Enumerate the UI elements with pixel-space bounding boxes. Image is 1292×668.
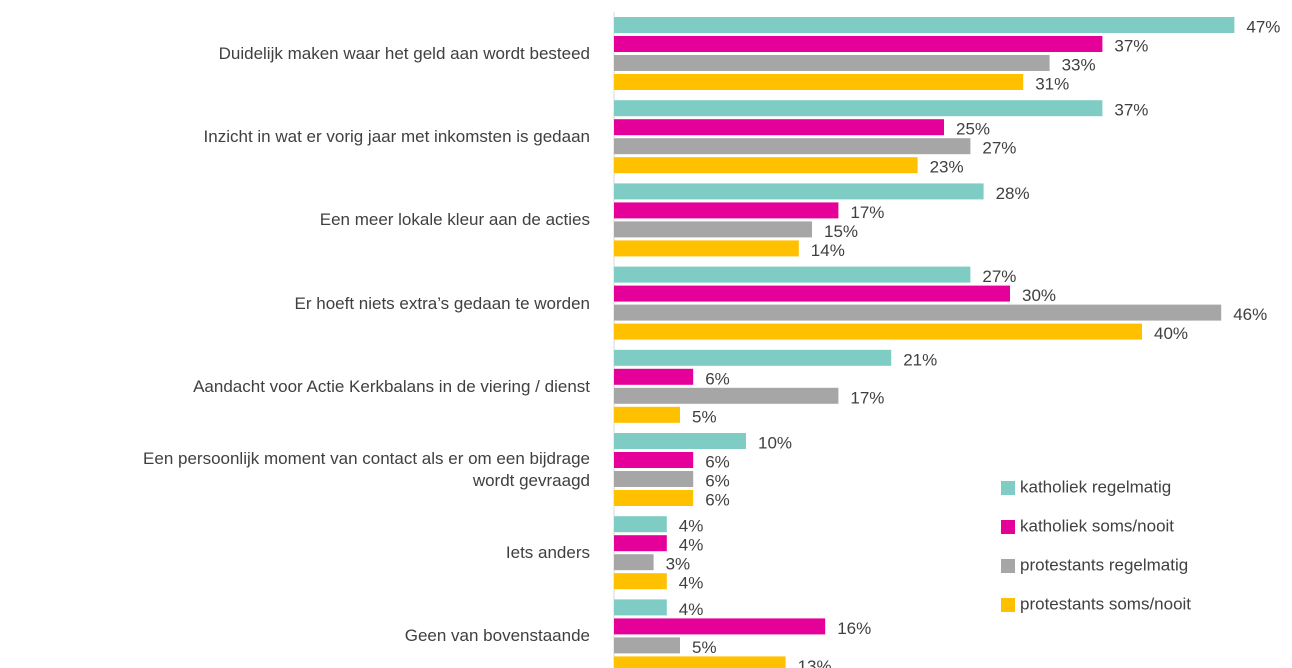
- value-label: 33%: [1062, 55, 1096, 74]
- value-label: 28%: [996, 184, 1030, 203]
- value-label: 5%: [692, 407, 717, 426]
- value-label: 4%: [679, 536, 704, 555]
- bar: [614, 535, 667, 552]
- bar: [614, 36, 1103, 52]
- value-label: 25%: [956, 120, 990, 139]
- value-label: 17%: [850, 203, 884, 222]
- bar: [614, 573, 667, 590]
- legend-swatch: [1001, 520, 1015, 534]
- value-label: 6%: [705, 452, 730, 471]
- category-label: Duidelijk maken waar het geld aan wordt …: [218, 44, 590, 63]
- bar: [614, 266, 971, 283]
- bar: [614, 240, 799, 257]
- bar: [614, 323, 1142, 340]
- value-label: 6%: [705, 490, 730, 509]
- value-label: 4%: [679, 574, 704, 593]
- bar: [614, 368, 694, 385]
- value-label: 14%: [811, 241, 845, 260]
- bar: [614, 387, 839, 404]
- value-label: 4%: [679, 517, 704, 536]
- bar: [614, 74, 1024, 90]
- bar: [614, 138, 971, 155]
- value-label: 40%: [1154, 324, 1188, 343]
- bar: [614, 554, 654, 571]
- bar: [614, 349, 892, 366]
- bar: [614, 221, 812, 238]
- value-label: 13%: [798, 657, 832, 668]
- category-label: Aandacht voor Actie Kerkbalans in de vie…: [193, 376, 590, 396]
- value-label: 46%: [1233, 305, 1267, 324]
- value-label: 27%: [982, 139, 1016, 158]
- bar: [614, 516, 667, 533]
- bar: [614, 100, 1103, 117]
- legend-label: katholiek soms/nooit: [1020, 516, 1174, 535]
- bar: [614, 490, 694, 506]
- bar: [614, 183, 984, 200]
- bar: [614, 55, 1050, 71]
- value-label: 16%: [837, 619, 871, 638]
- value-label: 27%: [982, 267, 1016, 286]
- category-label: Een meer lokale kleur aan de acties: [319, 210, 590, 230]
- value-label: 4%: [679, 600, 704, 619]
- bar: [614, 452, 694, 468]
- value-label: 37%: [1114, 36, 1148, 55]
- legend-swatch: [1001, 481, 1015, 495]
- bar: [614, 656, 786, 668]
- category-label: Iets anders: [505, 543, 590, 563]
- bar: [614, 157, 918, 174]
- legend-swatch: [1001, 598, 1015, 612]
- value-label: 47%: [1246, 17, 1280, 36]
- bar: [614, 304, 1222, 321]
- category-label: Een persoonlijk moment van contact als e…: [143, 449, 590, 490]
- value-label: 21%: [903, 350, 937, 369]
- value-label: 23%: [930, 158, 964, 177]
- category-label: Er hoeft niets extra’s gedaan te worden: [294, 293, 590, 313]
- legend-label: protestants regelmatig: [1020, 555, 1188, 574]
- bar: [614, 119, 944, 136]
- bar: [614, 637, 680, 654]
- bar: [614, 433, 746, 449]
- bar: [614, 406, 680, 423]
- category-label: Geen van bovenstaande: [404, 626, 590, 646]
- value-label: 30%: [1022, 286, 1056, 305]
- value-label: 15%: [824, 222, 858, 241]
- legend-label: protestants soms/nooit: [1020, 594, 1191, 613]
- legend-swatch: [1001, 559, 1015, 573]
- bar: [614, 17, 1235, 33]
- category-label: Inzicht in wat er vorig jaar met inkomst…: [203, 127, 590, 147]
- legend-label: katholiek regelmatig: [1020, 477, 1171, 496]
- bar: [614, 471, 694, 487]
- value-label: 31%: [1035, 74, 1069, 93]
- value-label: 17%: [850, 388, 884, 407]
- value-label: 6%: [705, 471, 730, 490]
- bar: [614, 285, 1010, 302]
- bar: [614, 599, 667, 616]
- value-label: 10%: [758, 433, 792, 452]
- value-label: 6%: [705, 369, 730, 388]
- value-label: 3%: [666, 555, 691, 574]
- value-label: 5%: [692, 638, 717, 657]
- value-label: 37%: [1114, 101, 1148, 120]
- bar: [614, 202, 839, 219]
- bar: [614, 618, 826, 635]
